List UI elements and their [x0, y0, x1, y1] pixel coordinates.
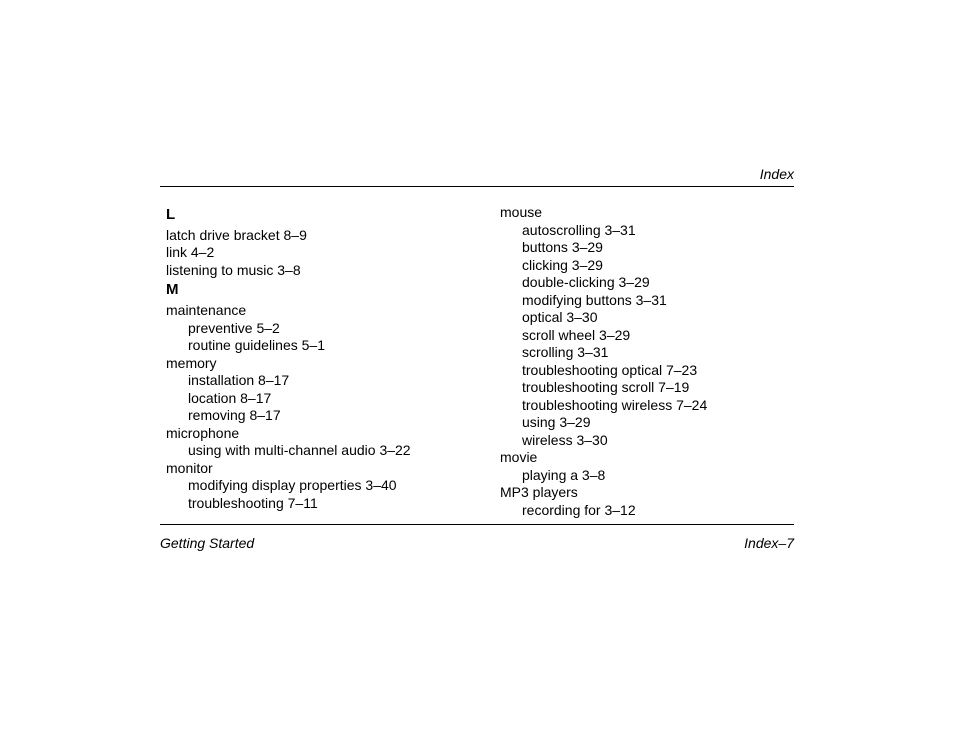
index-subentry: troubleshooting wireless 7–24: [500, 397, 794, 415]
index-subentry: double-clicking 3–29: [500, 274, 794, 292]
index-subentry: removing 8–17: [166, 407, 460, 425]
index-subentry: routine guidelines 5–1: [166, 337, 460, 355]
index-subentry: using 3–29: [500, 414, 794, 432]
index-entry: mouse: [500, 204, 794, 222]
index-subentry: preventive 5–2: [166, 320, 460, 338]
index-subentry: troubleshooting scroll 7–19: [500, 379, 794, 397]
index-entry: movie: [500, 449, 794, 467]
index-subentry: scrolling 3–31: [500, 344, 794, 362]
footer: Getting Started Index–7: [160, 535, 794, 551]
index-subentry: modifying display properties 3–40: [166, 477, 460, 495]
index-subentry: wireless 3–30: [500, 432, 794, 450]
index-subentry: recording for 3–12: [500, 502, 794, 520]
column-right: mouse autoscrolling 3–31 buttons 3–29 cl…: [500, 204, 794, 519]
index-subentry: troubleshooting 7–11: [166, 495, 460, 513]
header-rule: [160, 186, 794, 187]
header-right: Index: [760, 166, 794, 182]
running-head: Index: [160, 166, 794, 182]
footer-rule: [160, 524, 794, 525]
section-letter-m: M: [166, 281, 460, 300]
index-subentry: buttons 3–29: [500, 239, 794, 257]
footer-left: Getting Started: [160, 535, 254, 551]
index-subentry: modifying buttons 3–31: [500, 292, 794, 310]
page: Index L latch drive bracket 8–9 link 4–2…: [0, 0, 954, 738]
column-left: L latch drive bracket 8–9 link 4–2 liste…: [166, 204, 460, 519]
index-subentry: troubleshooting optical 7–23: [500, 362, 794, 380]
index-subentry: clicking 3–29: [500, 257, 794, 275]
index-entry: microphone: [166, 425, 460, 443]
index-entry: monitor: [166, 460, 460, 478]
index-subentry: using with multi-channel audio 3–22: [166, 442, 460, 460]
index-entry: listening to music 3–8: [166, 262, 460, 280]
index-body: L latch drive bracket 8–9 link 4–2 liste…: [166, 204, 794, 519]
index-entry: MP3 players: [500, 484, 794, 502]
index-entry: link 4–2: [166, 244, 460, 262]
index-subentry: playing a 3–8: [500, 467, 794, 485]
index-entry: memory: [166, 355, 460, 373]
index-entry: maintenance: [166, 302, 460, 320]
index-subentry: autoscrolling 3–31: [500, 222, 794, 240]
index-subentry: optical 3–30: [500, 309, 794, 327]
footer-right: Index–7: [744, 535, 794, 551]
section-letter-l: L: [166, 206, 460, 225]
index-subentry: installation 8–17: [166, 372, 460, 390]
index-entry: latch drive bracket 8–9: [166, 227, 460, 245]
index-subentry: scroll wheel 3–29: [500, 327, 794, 345]
index-subentry: location 8–17: [166, 390, 460, 408]
